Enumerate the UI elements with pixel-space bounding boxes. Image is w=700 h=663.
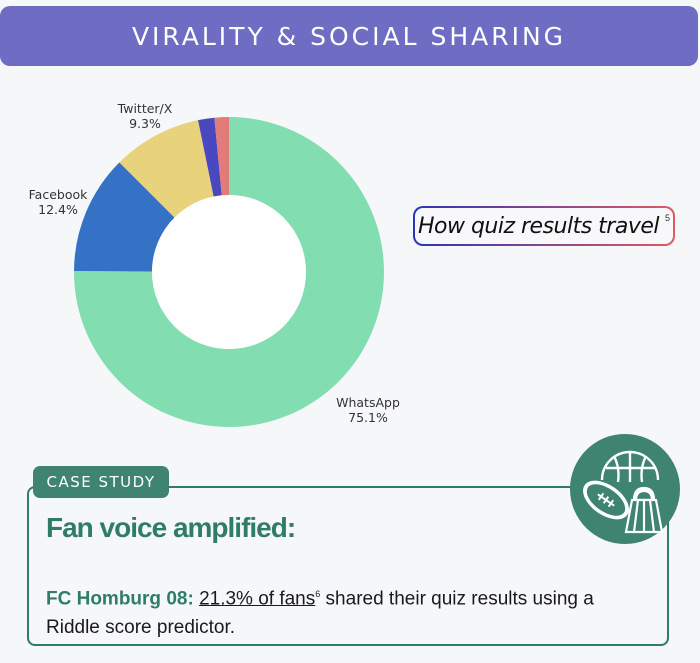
donut-slice-twitter-x <box>119 120 214 218</box>
case-study-text: FC Homburg 08: 21.3% of fans6 shared the… <box>46 580 646 642</box>
case-study-tag: CASE STUDY <box>33 466 169 498</box>
section-title: VIRALITY & SOCIAL SHARING <box>131 21 567 51</box>
label-whatsapp: WhatsApp 75.1% <box>336 395 400 425</box>
label-facebook: Facebook 12.4% <box>28 187 88 217</box>
case-study-body: shared their quiz results using a Riddle… <box>46 588 594 639</box>
footnote-ref: 5 <box>665 213 671 223</box>
label-twitter: Twitter/X 9.3% <box>117 101 173 131</box>
donut-slices <box>74 117 384 428</box>
sports-icon <box>570 434 680 544</box>
donut-slice-other-2 <box>214 117 229 196</box>
donut-slice-other-1 <box>198 117 222 197</box>
case-study-card <box>27 486 669 646</box>
callout-text: How quiz results travel <box>417 213 660 239</box>
case-study-org: FC Homburg 08: <box>46 588 194 610</box>
donut-chart <box>74 117 384 428</box>
footnote-ref: 6 <box>315 589 321 599</box>
donut-slice-facebook <box>74 162 175 272</box>
section-header: VIRALITY & SOCIAL SHARING <box>0 6 698 66</box>
case-study-stat: 21.3% of fans <box>199 588 316 610</box>
chart-callout: How quiz results travel 5 <box>413 206 675 246</box>
donut-hole <box>152 195 306 349</box>
case-study-title: Fan voice amplified: <box>46 512 296 543</box>
donut-slice-whatsapp <box>74 117 384 428</box>
